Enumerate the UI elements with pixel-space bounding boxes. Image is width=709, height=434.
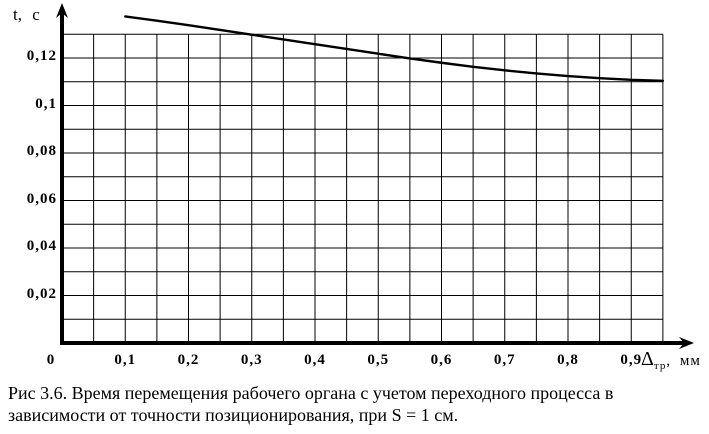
x-tick-label: 0,4 [304, 352, 326, 368]
delta-symbol: Δ [641, 348, 654, 370]
origin-label: 0 [46, 352, 56, 368]
caption-line-1: Рис 3.6. Время перемещения рабочего орга… [8, 383, 614, 403]
y-tick-label: 0,04 [26, 238, 57, 254]
x-tick-label: 0,1 [114, 352, 137, 368]
caption-line-2: зависимости от точности позиционирования… [8, 405, 459, 425]
x-tick-label: 0,6 [430, 352, 453, 368]
y-tick-label: 0,06 [26, 190, 57, 207]
y-tick-label: 0,1 [35, 95, 57, 112]
chart-area: t, c Δтр, мм 0,1 0,2 0,3 0,4 0,5 0,6 0,7 0,8 0,9… [13, 3, 701, 372]
x-tick-label: 0,9 [620, 352, 643, 368]
x-tick-label: 0,8 [557, 352, 579, 368]
x-tick-label: 0,5 [367, 352, 390, 368]
y-tick-label: 0,08 [26, 143, 57, 159]
x-tick-label: 0,3 [240, 352, 263, 368]
y-tick-label: 0,12 [26, 48, 57, 64]
y-tick-label: 0,02 [26, 285, 57, 302]
x-axis-unit: , мм [666, 353, 701, 369]
x-tick-label: 0,2 [177, 352, 200, 368]
x-axis-title: Δтр, мм [641, 348, 701, 372]
delta-subscript: тр [653, 360, 667, 372]
x-tick-label: 0,7 [493, 352, 516, 368]
y-axis-title: t, c [13, 5, 40, 24]
figure-caption: Рис 3.6. Время перемещения рабочего орга… [8, 382, 706, 426]
chart-canvas [56, 3, 694, 349]
